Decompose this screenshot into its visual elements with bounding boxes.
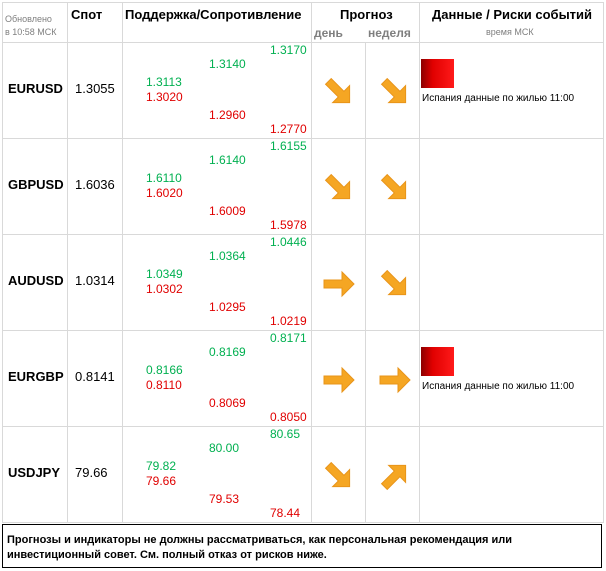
grid-header-bottom — [2, 42, 604, 43]
resistance-level-3: 0.8050 — [270, 410, 307, 424]
spot-header: Спот — [71, 7, 103, 22]
resistance-level-3: 1.5978 — [270, 218, 307, 232]
spot-rate: 79.66 — [75, 465, 108, 480]
grid-col-sr — [122, 2, 123, 522]
support-level-1: 0.8166 — [146, 363, 183, 377]
event-flag-icon — [421, 59, 454, 88]
forecast-day-header: день — [314, 26, 343, 40]
resistance-level-2: 1.2960 — [209, 108, 246, 122]
trend-down-arrow-icon — [380, 269, 407, 296]
updated-label: Обновлено — [5, 14, 52, 24]
spot-rate: 0.8141 — [75, 369, 115, 384]
support-level-2: 80.00 — [209, 441, 240, 455]
resistance-level-3: 78.44 — [270, 506, 301, 520]
grid-col-spot — [67, 2, 68, 522]
event-text: Испания данные по жилью 11:00 — [422, 93, 575, 104]
disclaimer-box: Прогнозы и индикаторы не должны рассматр… — [2, 524, 602, 568]
currency-pair: EURUSD — [8, 81, 63, 96]
support-level-3: 1.3170 — [270, 43, 307, 57]
spot-rate: 1.3055 — [75, 81, 115, 96]
support-level-2: 1.6140 — [209, 153, 246, 167]
trend-right-arrow-icon — [323, 270, 355, 298]
events-time-header: время МСК — [486, 27, 534, 37]
support-resistance-header: Поддержка/Сопротивление — [125, 7, 302, 22]
forecast-header: Прогноз — [340, 7, 393, 22]
forecast-week-header: неделя — [368, 26, 411, 40]
resistance-level-1: 1.0302 — [146, 282, 183, 296]
support-level-2: 1.3140 — [209, 57, 246, 71]
event-flag-icon — [421, 347, 454, 376]
event-text: Испания данные по жилью 11:00 — [422, 381, 575, 392]
grid-top — [2, 2, 604, 3]
grid-col-forecast — [311, 2, 312, 522]
currency-pair: AUDUSD — [8, 273, 64, 288]
resistance-level-2: 79.53 — [209, 492, 240, 506]
resistance-level-1: 79.66 — [146, 474, 177, 488]
currency-pair: EURGBP — [8, 369, 64, 384]
resistance-level-1: 0.8110 — [146, 378, 182, 392]
support-level-3: 0.8171 — [270, 331, 307, 345]
trend-down-arrow-icon — [324, 77, 351, 104]
resistance-level-2: 1.6009 — [209, 204, 246, 218]
support-level-3: 80.65 — [270, 427, 301, 441]
support-level-1: 1.3113 — [146, 75, 182, 89]
updated-time: в 10:58 МСК — [5, 27, 57, 37]
grid-col-events — [419, 2, 420, 522]
trend-right-arrow-icon — [323, 366, 355, 394]
support-level-1: 1.0349 — [146, 267, 183, 281]
grid-row1-bottom — [2, 138, 604, 139]
resistance-level-2: 0.8069 — [209, 396, 246, 410]
currency-pair: USDJPY — [8, 465, 61, 480]
support-level-3: 1.0446 — [270, 235, 307, 249]
resistance-level-3: 1.2770 — [270, 122, 307, 136]
grid-row5-bottom — [2, 522, 604, 523]
spot-rate: 1.6036 — [75, 177, 115, 192]
support-level-2: 0.8169 — [209, 345, 246, 359]
support-level-1: 1.6110 — [146, 171, 182, 185]
currency-pair: GBPUSD — [8, 177, 64, 192]
trend-right-arrow-icon — [379, 366, 411, 394]
trend-up-arrow-icon — [380, 464, 407, 491]
trend-down-arrow-icon — [324, 461, 351, 488]
disclaimer-text: Прогнозы и индикаторы не должны рассматр… — [7, 534, 513, 561]
grid-row2-bottom — [2, 234, 604, 235]
resistance-level-1: 1.6020 — [146, 186, 183, 200]
trend-down-arrow-icon — [324, 173, 351, 200]
trend-down-arrow-icon — [380, 173, 407, 200]
resistance-level-1: 1.3020 — [146, 90, 183, 104]
grid-col-week — [365, 42, 366, 522]
resistance-level-2: 1.0295 — [209, 300, 246, 314]
grid-left — [2, 2, 3, 522]
spot-rate: 1.0314 — [75, 273, 115, 288]
grid-row3-bottom — [2, 330, 604, 331]
support-level-3: 1.6155 — [270, 139, 307, 153]
support-level-1: 79.82 — [146, 459, 177, 473]
grid-row4-bottom — [2, 426, 604, 427]
events-header: Данные / Риски событий — [432, 7, 593, 22]
resistance-level-3: 1.0219 — [270, 314, 307, 328]
grid-right — [603, 2, 604, 522]
support-level-2: 1.0364 — [209, 249, 246, 263]
trend-down-arrow-icon — [380, 77, 407, 104]
